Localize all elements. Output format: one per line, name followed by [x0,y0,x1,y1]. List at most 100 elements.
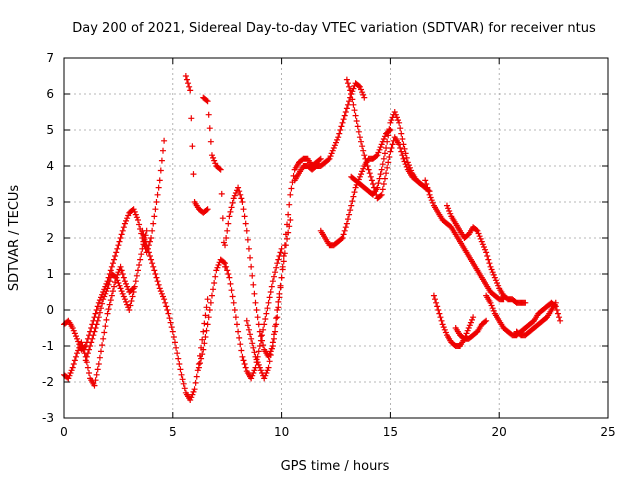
data-point [96,354,103,361]
data-point [158,290,165,297]
x-tick-label: 10 [274,425,289,439]
data-point [199,351,206,358]
data-point [249,272,256,279]
data-point [207,138,214,145]
data-point [173,344,180,351]
data-point [338,123,345,130]
data-point [76,344,83,351]
data-point [115,242,122,249]
data-point [336,130,343,137]
data-point [359,89,366,96]
data-point [245,326,252,333]
data-point [262,316,269,322]
data-point [441,326,448,333]
data-point [218,190,225,197]
data-point [385,159,392,166]
data-point [222,263,229,270]
y-tick-label: 0 [46,303,54,317]
plot-frame [63,57,609,419]
data-point [440,324,447,331]
data-point [225,271,232,277]
data-point [213,267,220,274]
data-point [554,310,561,317]
data-point [250,344,257,351]
data-point [344,80,351,87]
data-point [352,184,359,191]
data-point [244,322,251,329]
data-point [381,175,388,182]
x-tick-label: 0 [60,425,68,439]
data-point [385,132,392,139]
data-point [475,230,482,237]
data-point [443,202,450,209]
data-point [467,319,474,326]
data-point [522,299,529,306]
data-point [348,202,355,209]
data-point [202,312,209,319]
data-point [205,314,212,321]
data-point [275,298,282,305]
data-point [229,293,236,300]
data-point [463,330,470,337]
data-point [207,299,214,306]
data-point [381,150,388,157]
data-point [247,254,254,261]
data-point [279,266,286,273]
data-point [121,278,128,285]
data-point [349,198,356,205]
data-point [104,310,111,317]
data-point [486,260,493,267]
data-point [156,285,163,292]
data-point [401,158,408,165]
data-point [226,213,233,220]
data-point [356,83,363,90]
data-point [423,181,430,187]
data-point [112,273,119,280]
data-point [241,213,248,220]
data-point [227,280,234,287]
data-point [427,194,434,201]
data-point [137,256,144,263]
data-point [223,235,230,241]
data-point [134,217,141,223]
data-point [120,293,127,300]
data-point [95,361,102,367]
data-point [92,310,99,317]
data-point [237,341,244,348]
data-point [151,213,158,220]
data-point [115,269,122,276]
data-point [136,262,143,268]
data-point [92,325,99,331]
data-point [212,273,219,280]
data-point [386,154,393,160]
data-point [383,145,390,151]
data-point [489,305,496,312]
data-point [406,164,413,171]
data-point [129,293,136,300]
data-point [360,147,367,154]
data-point [232,190,239,196]
data-point [263,310,270,317]
data-point [254,359,261,366]
data-point [377,171,384,178]
data-point [97,305,104,312]
data-point [145,249,152,256]
series-trace-8 [291,80,368,184]
data-point [344,216,351,223]
data-point [108,292,115,299]
data-point [69,364,76,371]
data-point [362,155,369,162]
data-point [274,314,281,321]
data-point [96,297,103,304]
data-point [131,208,138,215]
data-point [180,380,187,387]
data-point [237,191,244,198]
data-point [78,339,85,346]
data-point [487,299,494,306]
data-point [123,217,130,224]
x-tick-label: 20 [492,425,507,439]
data-point [112,253,119,259]
data-point [277,282,284,289]
data-point [367,173,374,180]
data-point [93,371,100,378]
